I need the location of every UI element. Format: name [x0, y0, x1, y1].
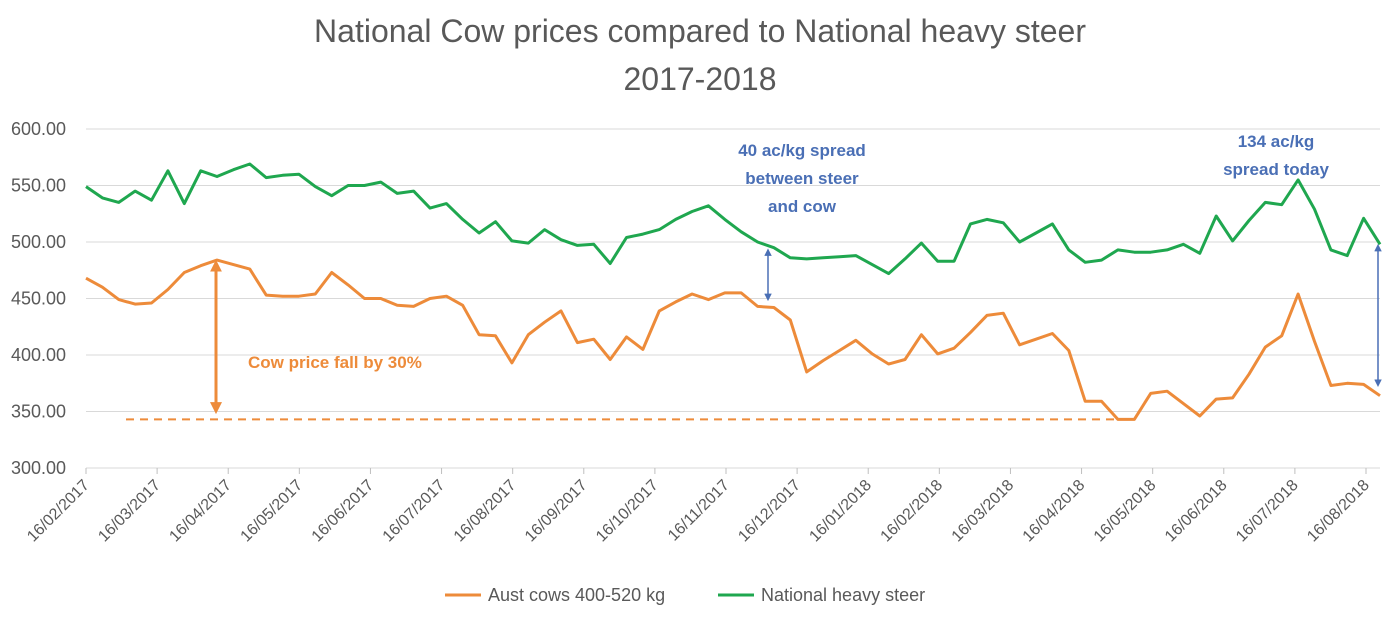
series-lines: [85, 162, 1382, 421]
series-line-1: [85, 162, 1382, 276]
series-line-0: [85, 258, 1381, 421]
legend-label-cows: Aust cows 400-520 kg: [488, 585, 665, 605]
x-tick-label: 16/07/2017: [380, 477, 449, 546]
spread-2-line-2: spread today: [1223, 160, 1329, 179]
legend-label-steer: National heavy steer: [761, 585, 925, 605]
x-tick-label: 16/05/2018: [1091, 477, 1160, 546]
annotation-spread-2: 134 ac/kg spread today: [1223, 132, 1382, 387]
x-tick-label: 16/09/2017: [522, 477, 591, 546]
x-tick-label: 16/08/2018: [1304, 477, 1373, 546]
x-tick-label: 16/08/2017: [451, 477, 520, 546]
chart-title: National Cow prices compared to National…: [314, 13, 1086, 49]
legend: Aust cows 400-520 kg National heavy stee…: [445, 585, 925, 605]
x-tick-label: 16/06/2017: [309, 477, 378, 546]
x-tick-label: 16/01/2018: [806, 477, 875, 546]
spread-1-line-1: 40 ac/kg spread: [738, 141, 866, 160]
y-tick-label: 450.00: [11, 289, 66, 309]
cow-fall-label: Cow price fall by 30%: [248, 353, 422, 372]
annotation-spread-1: 40 ac/kg spread between steer and cow: [738, 141, 866, 302]
x-tick-label: 16/04/2017: [166, 477, 235, 546]
y-tick-label: 550.00: [11, 176, 66, 196]
y-tick-label: 400.00: [11, 345, 66, 365]
spread-1-line-3: and cow: [768, 197, 837, 216]
spread-2-line-1: 134 ac/kg: [1238, 132, 1315, 151]
x-tick-label: 16/12/2017: [735, 477, 804, 546]
x-tick-label: 16/11/2017: [665, 477, 733, 545]
spread-1-line-2: between steer: [745, 169, 859, 188]
x-tick-label: 16/06/2018: [1162, 477, 1231, 546]
y-tick-label: 500.00: [11, 232, 66, 252]
y-tick-label: 600.00: [11, 119, 66, 139]
annotation-cow-fall: Cow price fall by 30%: [126, 259, 1128, 421]
x-tick-label: 16/10/2017: [593, 477, 662, 546]
x-tick-label: 16/04/2018: [1020, 477, 1089, 546]
x-tick-label: 16/05/2017: [238, 477, 307, 546]
y-tick-label: 350.00: [11, 402, 66, 422]
x-tick-label: 16/07/2018: [1233, 477, 1302, 546]
x-tick-label: 16/03/2017: [95, 477, 164, 546]
y-tick-label: 300.00: [11, 458, 66, 478]
chart-subtitle: 2017-2018: [623, 61, 776, 97]
x-tick-label: 16/02/2017: [24, 477, 93, 546]
x-tick-label: 16/03/2018: [949, 477, 1018, 546]
x-tick-label: 16/02/2018: [878, 477, 947, 546]
gridlines: [86, 128, 1380, 469]
